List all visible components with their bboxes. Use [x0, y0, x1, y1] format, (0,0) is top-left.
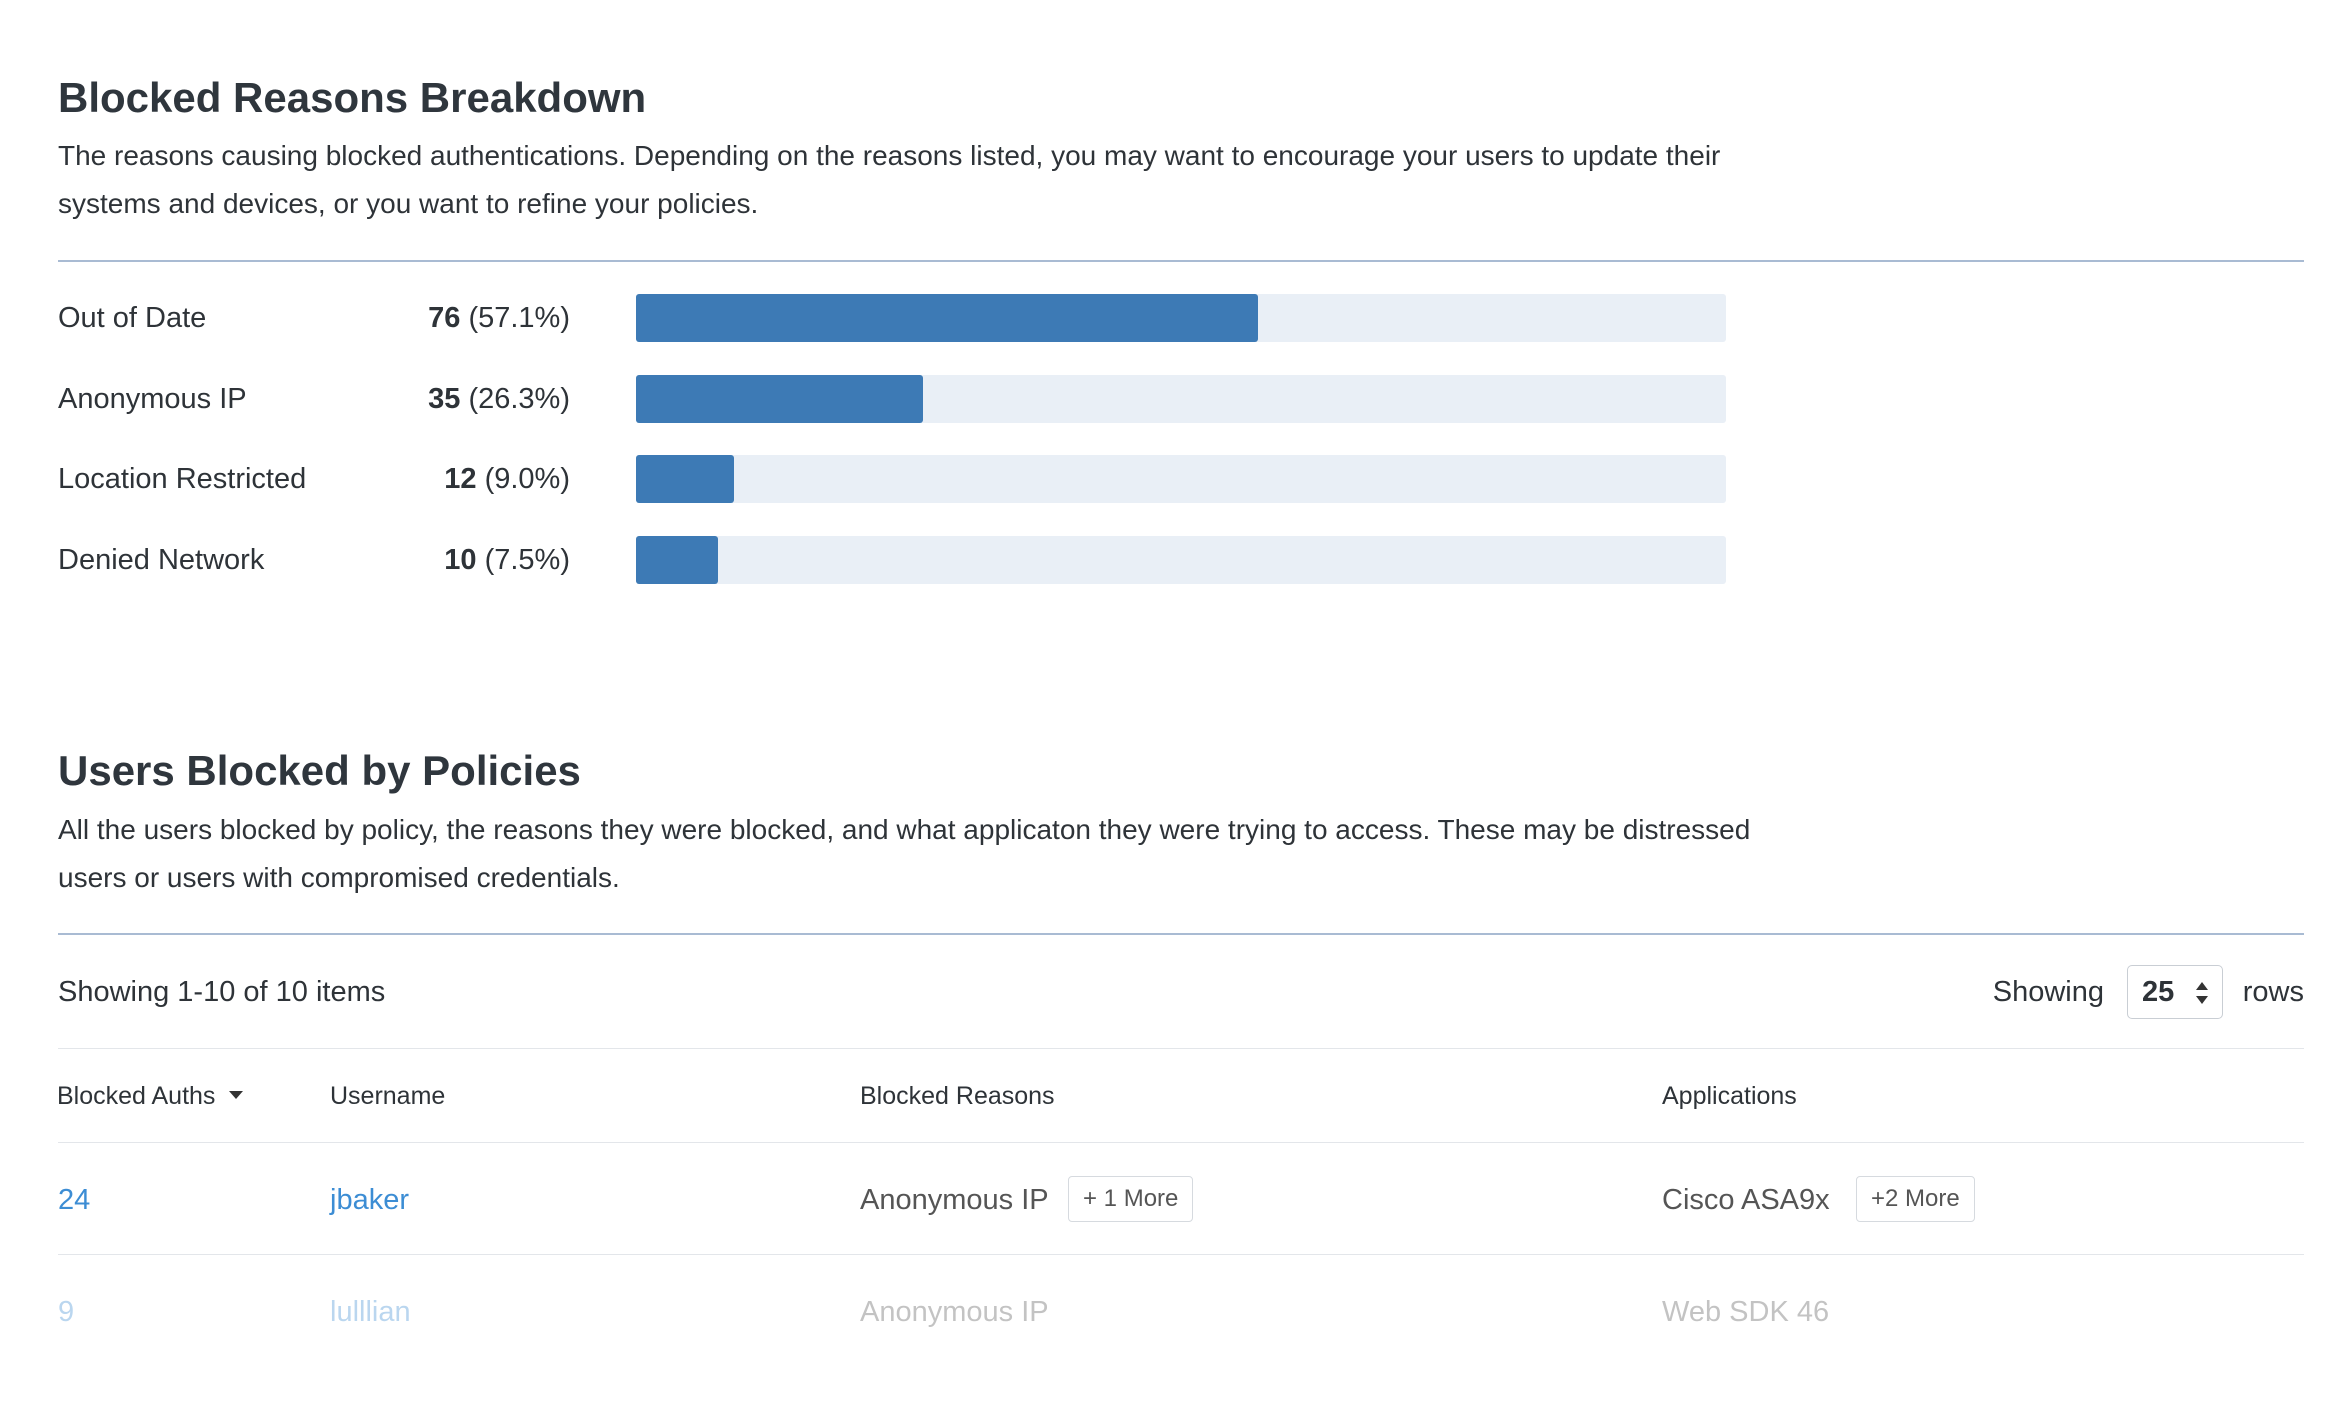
column-header[interactable]: Blocked Auths [57, 1082, 216, 1110]
application: Cisco ASA9x [1662, 1184, 1830, 1216]
divider [58, 1048, 2304, 1049]
bar [636, 455, 735, 503]
section-description: All the users blocked by policy, the rea… [58, 814, 1751, 893]
reason-label: Denied Network [58, 543, 265, 576]
divider [58, 1254, 2304, 1255]
rows-select[interactable]: 25 [2127, 965, 2223, 1019]
bar [636, 294, 1259, 342]
username[interactable]: lulllian [330, 1296, 411, 1328]
application: Web SDK 46 [1662, 1296, 1830, 1328]
select-arrows [2196, 982, 2208, 1004]
showing-label: Showing [1992, 976, 2104, 1008]
column-header: Username [330, 1082, 446, 1110]
section-title: Users Blocked by Policies [58, 747, 581, 794]
count: 76 [428, 302, 461, 334]
table-row: 24 jbaker Anonymous IP + 1 More Cisco ASA9x +… [0, 1176, 2346, 1224]
column-header: Applications [1662, 1082, 1797, 1110]
divider [58, 933, 2304, 935]
count: 10 [444, 543, 477, 576]
section-title: Blocked Reasons Breakdown [58, 74, 647, 121]
divider [58, 1142, 2304, 1143]
bar [636, 535, 718, 584]
blocked-reason: Anonymous IP [860, 1184, 1049, 1216]
count: 35 [428, 382, 461, 415]
bar-track [636, 535, 1726, 584]
bar [636, 374, 923, 423]
username[interactable]: jbaker [330, 1184, 409, 1216]
reason-value: 10 (7.5%) [444, 540, 570, 580]
section-description: The reasons causing blocked authenticati… [58, 140, 1721, 219]
reason-label: Out of Date [58, 302, 207, 334]
count: 12 [444, 463, 477, 495]
reason-value: 12 (9.0%) [444, 459, 570, 499]
reason-label: Location Restricted [58, 463, 307, 495]
reason-label: Anonymous IP [58, 382, 247, 415]
rows-value: 25 [2142, 976, 2175, 1008]
percent: (26.3%) [468, 382, 570, 415]
reason-value: 76 (57.1%) [428, 298, 570, 338]
blocked-reason: Anonymous IP [860, 1296, 1049, 1328]
percent: (57.1%) [468, 302, 570, 334]
rows-label: rows [2242, 976, 2304, 1008]
sort-icon[interactable] [228, 1090, 244, 1100]
reason-value: 35 (26.3%) [428, 379, 570, 419]
percent: (9.0%) [484, 463, 570, 495]
table-row: 9 lulllian Anonymous IP Web SDK 46 [0, 1292, 2346, 1336]
divider [58, 260, 2304, 262]
more-button[interactable]: +2 More [1856, 1176, 1975, 1222]
blocked-auths[interactable]: 24 [58, 1184, 91, 1216]
more-button[interactable]: + 1 More [1068, 1176, 1194, 1222]
blocked-auths[interactable]: 9 [58, 1296, 75, 1328]
items-count: Showing 1-10 of 10 items [58, 976, 386, 1008]
column-header: Blocked Reasons [860, 1082, 1055, 1110]
percent: (7.5%) [484, 543, 570, 576]
bar-track [636, 455, 1726, 503]
